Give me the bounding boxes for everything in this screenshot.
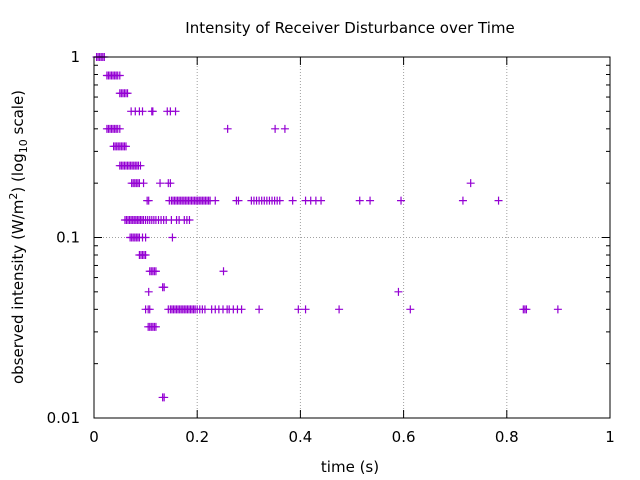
data-point [141,233,150,242]
data-point [136,161,145,170]
data-point [466,179,475,188]
data-point [139,179,148,188]
grid [94,57,610,418]
x-tick-label: 0.6 [392,428,416,446]
data-point [144,287,153,296]
data-point [168,233,177,242]
data-point [294,305,303,314]
data-point [115,71,124,80]
y-axis-label-prefix: observed intensity (W/m [9,200,27,384]
y-axis-label-suffix: scale) [9,90,27,139]
x-tick-label: 0.8 [495,428,519,446]
data-point [200,305,209,314]
y-axis-label-sub: 10 [17,139,30,153]
y-axis-label: observed intensity (W/m2) (log10 scale) [7,90,30,384]
data-point [366,196,375,205]
data-point [141,250,150,259]
data-point [234,196,243,205]
data-point [160,283,169,292]
data-point [211,196,220,205]
y-axis-label-sup: 2 [7,193,20,200]
y-axis-label-middle: ) (log [9,153,27,192]
data-point [397,196,406,205]
data-point [148,107,157,116]
x-axis-label: time (s) [321,458,379,476]
data-point [156,179,165,188]
data-point [121,142,130,151]
data-point [301,305,310,314]
y-tick-label: 1 [70,48,80,66]
axis-ticks: 0 0.2 0.4 0.6 0.8 1 1 0.1 0.01 [47,48,615,446]
data-point [458,196,467,205]
data-points [92,53,562,402]
x-tick-label: 0.2 [185,428,209,446]
data-point [317,196,326,205]
data-point [394,287,403,296]
data-point [151,267,160,276]
data-point [355,196,364,205]
data-point [335,305,344,314]
data-point [223,124,232,133]
data-point [166,179,175,188]
data-point [288,196,297,205]
data-point [494,196,503,205]
data-point [185,216,194,225]
data-point [144,196,153,205]
data-point [171,107,180,116]
data-point [406,305,415,314]
chart-title: Intensity of Receiver Disturbance over T… [185,19,514,37]
data-point [138,107,147,116]
data-point [219,267,228,276]
data-point [115,124,124,133]
data-point [275,196,284,205]
data-point [123,89,132,98]
data-point [553,305,562,314]
x-tick-label: 0 [89,428,99,446]
data-point [160,393,169,402]
y-tick-label: 0.1 [56,229,80,247]
x-tick-label: 1 [605,428,615,446]
x-tick-label: 0.4 [288,428,312,446]
y-tick-label: 0.01 [47,409,80,427]
data-point [151,322,160,331]
data-point [271,124,280,133]
data-point [145,305,154,314]
data-point [522,305,531,314]
data-point [255,305,264,314]
data-point [237,305,246,314]
data-point [280,124,289,133]
